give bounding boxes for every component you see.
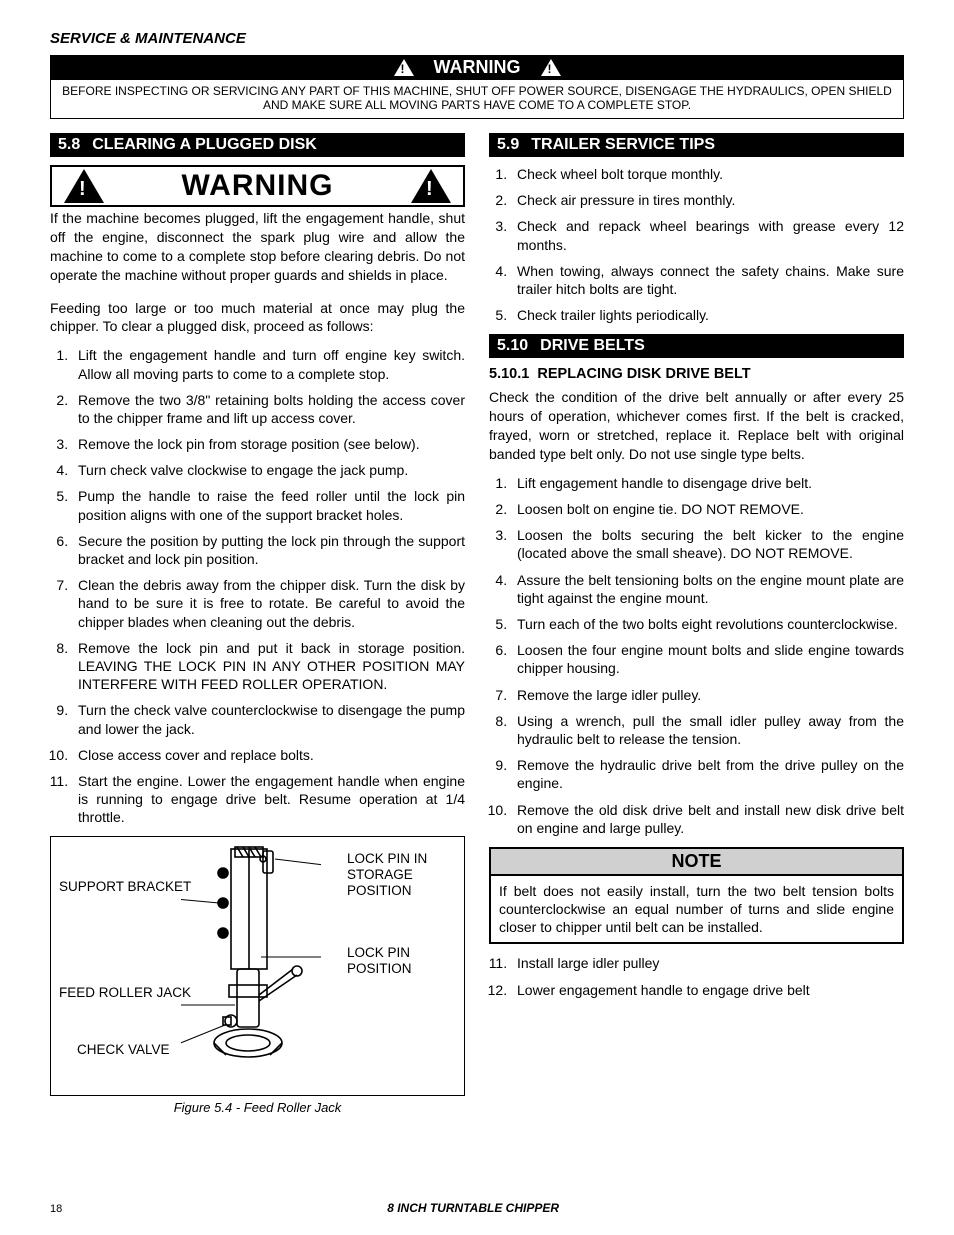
step: Start the engine. Lower the engagement h… [72, 772, 465, 827]
section-num: 5.9 [497, 136, 519, 154]
note-body: If belt does not easily install, turn th… [491, 876, 902, 943]
left-column: 5.8 CLEARING A PLUGGED DISK WARNING If t… [50, 133, 465, 1115]
figure-caption: Figure 5.4 - Feed Roller Jack [50, 1100, 465, 1115]
section-num: 5.10 [497, 337, 528, 355]
section-title: CLEARING A PLUGGED DISK [92, 136, 317, 154]
fig-label-lock-pin-storage: LOCK PIN IN STORAGE POSITION [347, 851, 464, 898]
step: Check wheel bolt torque monthly. [511, 165, 904, 183]
inline-warning-box: WARNING [50, 165, 465, 207]
section-title: TRAILER SERVICE TIPS [531, 136, 715, 154]
warning-triangle-icon [411, 169, 451, 203]
section-5-9-header: 5.9 TRAILER SERVICE TIPS [489, 133, 904, 157]
intro-text: Feeding too large or too much material a… [50, 299, 465, 337]
fig-label-support-bracket: SUPPORT BRACKET [59, 879, 191, 895]
sub-intro: Check the condition of the drive belt an… [489, 388, 904, 464]
step: Check air pressure in tires monthly. [511, 191, 904, 209]
page-footer: 18 8 INCH TURNTABLE CHIPPER [50, 1201, 904, 1215]
step: Check and repack wheel bearings with gre… [511, 217, 904, 253]
section-title: DRIVE BELTS [540, 337, 645, 355]
step: Lift the engagement handle and turn off … [72, 346, 465, 382]
fig-label-feed-roller-jack: FEED ROLLER JACK [59, 985, 191, 1001]
steps-list-5-9: Check wheel bolt torque monthly. Check a… [489, 165, 904, 324]
note-title: NOTE [491, 849, 902, 876]
warning-triangle-icon [64, 169, 104, 203]
doc-title: 8 INCH TURNTABLE CHIPPER [387, 1201, 559, 1215]
warning-banner: WARNING [50, 55, 904, 80]
warning-label: WARNING [182, 169, 334, 203]
step: Remove the lock pin and put it back in s… [72, 639, 465, 694]
section-5-10-header: 5.10 DRIVE BELTS [489, 334, 904, 358]
step: Remove the old disk drive belt and insta… [511, 801, 904, 837]
step: Loosen the four engine mount bolts and s… [511, 641, 904, 677]
step: Loosen the bolts securing the belt kicke… [511, 526, 904, 562]
step: Lift engagement handle to disengage driv… [511, 474, 904, 492]
warning-banner-text: WARNING [434, 57, 521, 78]
step: Turn the check valve counterclockwise to… [72, 701, 465, 737]
step: Install large idler pulley [511, 954, 904, 972]
step: Remove the hydraulic drive belt from the… [511, 756, 904, 792]
note-box: NOTE If belt does not easily install, tu… [489, 847, 904, 945]
steps-list-5-10: Lift engagement handle to disengage driv… [489, 474, 904, 837]
step: Using a wrench, pull the small idler pul… [511, 712, 904, 748]
step: Check trailer lights periodically. [511, 306, 904, 324]
section-num: 5.8 [58, 136, 80, 154]
step: Pump the handle to raise the feed roller… [72, 487, 465, 523]
page-header: SERVICE & MAINTENANCE [50, 30, 904, 47]
step: Remove the large idler pulley. [511, 686, 904, 704]
step: Lower engagement handle to engage drive … [511, 981, 904, 999]
warning-body: If the machine becomes plugged, lift the… [50, 209, 465, 285]
sub-title: REPLACING DISK DRIVE BELT [537, 366, 750, 382]
right-column: 5.9 TRAILER SERVICE TIPS Check wheel bol… [489, 133, 904, 1115]
step: Clean the debris away from the chipper d… [72, 576, 465, 631]
steps-list-5-10-cont: Install large idler pulley Lower engagem… [489, 954, 904, 998]
step: Turn check valve clockwise to engage the… [72, 461, 465, 479]
fig-label-check-valve: CHECK VALVE [77, 1042, 170, 1058]
figure-drawing [181, 845, 321, 1089]
warning-banner-body: BEFORE INSPECTING OR SERVICING ANY PART … [50, 80, 904, 119]
step: Remove the lock pin from storage positio… [72, 435, 465, 453]
step: Loosen bolt on engine tie. DO NOT REMOVE… [511, 500, 904, 518]
section-5-8-header: 5.8 CLEARING A PLUGGED DISK [50, 133, 465, 157]
step: When towing, always connect the safety c… [511, 262, 904, 298]
step: Secure the position by putting the lock … [72, 532, 465, 568]
steps-list-5-8: Lift the engagement handle and turn off … [50, 346, 465, 826]
warning-triangle-icon [394, 59, 414, 76]
page-number: 18 [50, 1203, 62, 1215]
step: Remove the two 3/8" retaining bolts hold… [72, 391, 465, 427]
step: Close access cover and replace bolts. [72, 746, 465, 764]
step: Assure the belt tensioning bolts on the … [511, 571, 904, 607]
fig-label-lock-pin-pos: LOCK PIN POSITION [347, 945, 464, 976]
warning-triangle-icon [541, 59, 561, 76]
step: Turn each of the two bolts eight revolut… [511, 615, 904, 633]
subsection-5-10-1-header: 5.10.1 REPLACING DISK DRIVE BELT [489, 366, 904, 382]
figure-5-4: SUPPORT BRACKET FEED ROLLER JACK CHECK V… [50, 836, 465, 1096]
sub-num: 5.10.1 [489, 366, 529, 382]
